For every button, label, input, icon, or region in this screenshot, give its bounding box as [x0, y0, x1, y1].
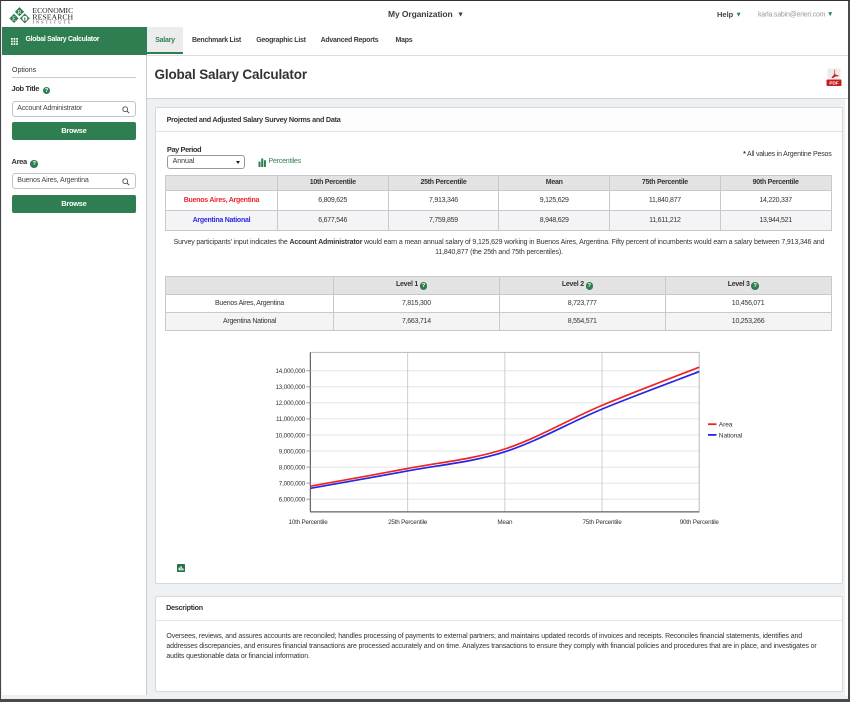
svg-text:Area: Area — [719, 422, 733, 429]
svg-text:11,000,000: 11,000,000 — [276, 416, 306, 423]
svg-text:25th Percentile: 25th Percentile — [388, 519, 428, 526]
svg-text:ECONOMIC: ECONOMIC — [32, 6, 73, 15]
svg-text:13,000,000: 13,000,000 — [275, 384, 305, 391]
svg-text:INSTITUTE: INSTITUTE — [33, 19, 73, 24]
svg-text:6,000,000: 6,000,000 — [279, 497, 306, 504]
svg-text:National: National — [719, 432, 743, 439]
svg-text:R: R — [17, 9, 22, 16]
svg-text:10th Percentile: 10th Percentile — [288, 519, 328, 526]
svg-text:8,000,000: 8,000,000 — [279, 464, 306, 471]
svg-text:75th Percentile: 75th Percentile — [582, 519, 622, 526]
svg-text:12,000,000: 12,000,000 — [275, 400, 305, 407]
svg-text:i: i — [24, 16, 26, 22]
svg-text:9,000,000: 9,000,000 — [279, 448, 306, 455]
svg-text:14,000,000: 14,000,000 — [275, 368, 305, 375]
svg-text:E: E — [12, 15, 16, 22]
svg-text:7,000,000: 7,000,000 — [279, 480, 306, 487]
svg-text:10,000,000: 10,000,000 — [275, 432, 305, 439]
svg-text:RESEARCH: RESEARCH — [32, 12, 73, 21]
svg-text:Mean: Mean — [497, 519, 513, 526]
svg-text:PDF: PDF — [829, 81, 838, 86]
svg-text:90th Percentile: 90th Percentile — [680, 519, 720, 526]
